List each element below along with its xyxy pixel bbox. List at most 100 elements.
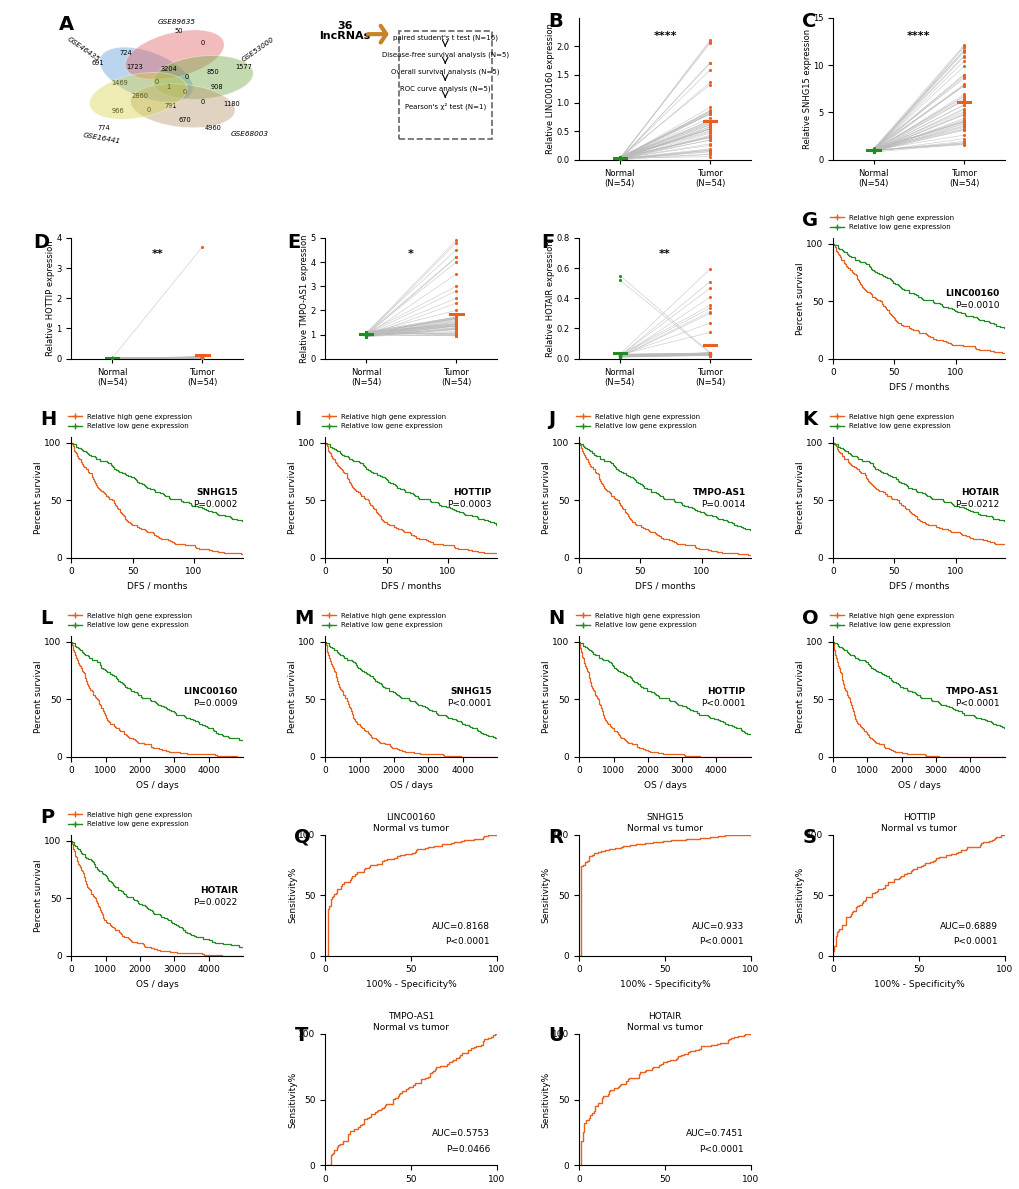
- Point: [194, 348, 210, 367]
- Point: [701, 119, 717, 138]
- Point: [104, 348, 120, 367]
- Point: [955, 90, 971, 109]
- Point: [447, 314, 464, 333]
- Point: [865, 140, 881, 159]
- Point: [701, 344, 717, 363]
- X-axis label: DFS / months: DFS / months: [634, 581, 695, 591]
- Point: [701, 346, 717, 365]
- Point: [104, 348, 120, 367]
- Point: [955, 51, 971, 70]
- Point: [701, 345, 717, 364]
- Point: [447, 325, 464, 344]
- Point: [865, 141, 881, 161]
- Point: [194, 347, 210, 366]
- Point: [358, 325, 374, 344]
- Text: K: K: [802, 410, 816, 429]
- Point: [865, 143, 881, 162]
- Point: [865, 140, 881, 159]
- Point: [447, 310, 464, 329]
- Point: [955, 76, 971, 95]
- Point: [611, 149, 628, 168]
- Title: HOTAIR
Normal vs tumor: HOTAIR Normal vs tumor: [627, 1012, 702, 1032]
- Point: [194, 238, 210, 257]
- Point: [865, 140, 881, 159]
- Point: [447, 308, 464, 327]
- Y-axis label: Relative SNHG15 expression: Relative SNHG15 expression: [802, 29, 811, 149]
- Point: [611, 346, 628, 365]
- Point: [447, 317, 464, 336]
- Point: [701, 141, 717, 161]
- Point: [194, 347, 210, 366]
- Point: [194, 347, 210, 366]
- Text: GSE46435: GSE46435: [66, 36, 101, 62]
- Point: [447, 309, 464, 328]
- Point: [701, 103, 717, 122]
- Point: [865, 141, 881, 161]
- Point: [194, 348, 210, 367]
- Point: [955, 37, 971, 56]
- Point: [194, 348, 210, 367]
- Y-axis label: Sensitivity%: Sensitivity%: [287, 867, 297, 924]
- Text: P<0.0001: P<0.0001: [445, 937, 489, 945]
- Title: HOTTIP
Normal vs tumor: HOTTIP Normal vs tumor: [880, 813, 956, 832]
- Point: [955, 100, 971, 119]
- Point: [611, 347, 628, 366]
- Point: [104, 348, 120, 367]
- Point: [447, 233, 464, 252]
- Point: [611, 149, 628, 168]
- Point: [358, 325, 374, 344]
- Point: [611, 347, 628, 366]
- Point: [955, 114, 971, 133]
- Point: [611, 346, 628, 365]
- Point: [611, 149, 628, 168]
- Point: [865, 140, 881, 159]
- Point: [611, 147, 628, 166]
- Point: [358, 326, 374, 345]
- Y-axis label: Sensitivity%: Sensitivity%: [541, 1071, 550, 1127]
- Point: [611, 345, 628, 364]
- Point: [865, 140, 881, 159]
- Point: [447, 313, 464, 332]
- Point: [194, 348, 210, 367]
- Text: HOTTIP: HOTTIP: [707, 687, 745, 696]
- Point: [194, 348, 210, 367]
- Point: [447, 310, 464, 329]
- Text: GSE89635: GSE89635: [158, 19, 196, 25]
- Text: HOTAIR: HOTAIR: [200, 886, 237, 895]
- Legend: Relative high gene expression, Relative low gene expression: Relative high gene expression, Relative …: [576, 612, 700, 628]
- Point: [611, 149, 628, 168]
- Point: [865, 141, 881, 161]
- Point: [447, 312, 464, 331]
- Text: 791: 791: [164, 102, 176, 108]
- Point: [447, 294, 464, 313]
- Point: [194, 348, 210, 367]
- Text: 1577: 1577: [235, 64, 252, 70]
- Text: Overall survival analysis (N=5): Overall survival analysis (N=5): [390, 69, 499, 75]
- Point: [358, 325, 374, 344]
- Point: [865, 139, 881, 158]
- Text: SNHG15: SNHG15: [449, 687, 491, 696]
- Point: [104, 348, 120, 367]
- Point: [955, 76, 971, 95]
- Point: [194, 347, 210, 366]
- Point: [194, 348, 210, 367]
- Point: [955, 134, 971, 153]
- Point: [358, 325, 374, 344]
- Point: [104, 348, 120, 367]
- Point: [865, 140, 881, 159]
- Point: [701, 345, 717, 364]
- Point: [611, 149, 628, 168]
- Point: [865, 139, 881, 158]
- Text: S: S: [802, 828, 815, 847]
- Point: [611, 345, 628, 364]
- Point: [104, 348, 120, 367]
- Point: [701, 346, 717, 365]
- Point: [358, 325, 374, 344]
- Point: [104, 348, 120, 367]
- Point: [955, 65, 971, 84]
- Text: AUC=0.5753: AUC=0.5753: [432, 1130, 489, 1138]
- Text: 724: 724: [119, 50, 132, 56]
- Point: [358, 327, 374, 346]
- Point: [701, 134, 717, 153]
- Point: [104, 348, 120, 367]
